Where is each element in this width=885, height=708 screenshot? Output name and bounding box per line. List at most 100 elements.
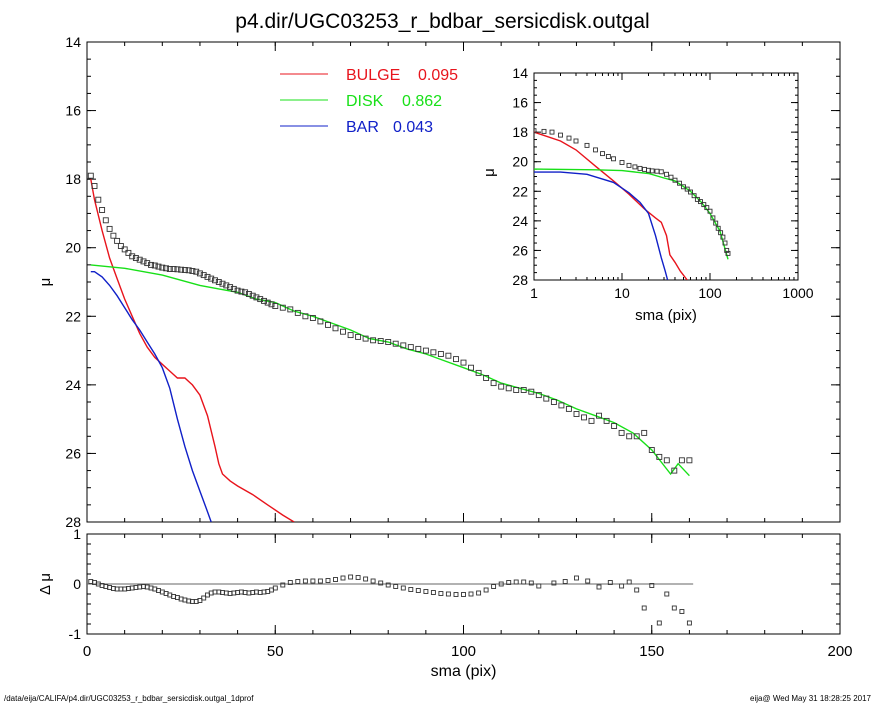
data-point xyxy=(253,294,260,301)
data-point xyxy=(460,359,467,366)
data-point xyxy=(415,588,421,593)
data-point xyxy=(295,579,301,584)
x-tick-label: 1 xyxy=(530,285,538,301)
data-point xyxy=(634,587,640,593)
data-point xyxy=(724,247,730,253)
data-point xyxy=(536,583,542,589)
data-point xyxy=(215,279,222,285)
data-point xyxy=(268,301,275,308)
series-bar-line xyxy=(534,171,669,280)
data-point xyxy=(461,592,466,597)
data-point xyxy=(605,154,611,159)
legend-value-bulge: 0.095 xyxy=(418,67,458,84)
series-disk-line xyxy=(90,264,690,477)
data-point xyxy=(257,296,264,303)
data-point xyxy=(573,411,580,417)
y-tick-label: 20 xyxy=(65,240,81,256)
y-tick-label: 26 xyxy=(65,445,81,461)
legend-value-bar: 0.043 xyxy=(393,119,433,136)
data-point xyxy=(392,340,399,347)
data-point xyxy=(603,417,610,424)
data-point xyxy=(279,304,286,311)
data-point xyxy=(445,591,451,597)
data-point xyxy=(618,429,625,436)
data-point xyxy=(671,467,678,474)
data-point xyxy=(584,142,590,148)
data-point xyxy=(611,423,618,429)
data-point xyxy=(287,306,294,313)
data-point xyxy=(498,383,505,390)
data-point xyxy=(430,349,437,356)
data-point xyxy=(633,433,640,440)
footer-timestamp: eija@ Wed May 31 18:28:25 2017 xyxy=(750,694,871,703)
y-tick-label: 16 xyxy=(65,103,81,119)
data-point xyxy=(91,183,98,189)
data-point xyxy=(400,342,407,349)
data-point xyxy=(641,605,647,611)
data-point xyxy=(310,578,316,584)
data-point xyxy=(230,285,237,292)
data-point xyxy=(378,580,384,586)
data-point xyxy=(445,352,452,359)
data-point xyxy=(686,620,692,626)
data-point xyxy=(129,253,136,260)
data-point xyxy=(626,433,633,440)
data-point xyxy=(658,169,664,175)
data-point xyxy=(701,202,707,208)
data-point xyxy=(619,160,625,165)
data-point xyxy=(550,399,557,405)
data-point xyxy=(713,220,719,226)
y-tick-label: 22 xyxy=(65,308,81,324)
data-point xyxy=(491,584,497,589)
series-bar-line xyxy=(90,271,212,522)
y-tick-label: 1 xyxy=(73,526,81,542)
legend-label-disk: DISK xyxy=(346,93,384,110)
data-point xyxy=(208,275,215,282)
data-point xyxy=(565,405,572,412)
data-point xyxy=(664,171,669,177)
data-point xyxy=(513,387,520,393)
data-point xyxy=(114,237,121,244)
y-tick-label: 26 xyxy=(512,242,528,258)
data-point xyxy=(422,347,429,354)
data-point xyxy=(453,356,459,363)
data-point xyxy=(370,578,376,584)
data-point xyxy=(317,318,324,325)
data-point xyxy=(415,345,422,352)
y-axis-label: Δ μ xyxy=(37,573,54,595)
data-point xyxy=(520,387,527,393)
x-tick-label: 100 xyxy=(698,285,722,301)
data-point xyxy=(140,258,147,265)
data-point xyxy=(541,128,547,134)
data-point xyxy=(185,267,192,274)
data-point xyxy=(227,284,234,291)
y-tick-label: 16 xyxy=(512,95,528,111)
data-point xyxy=(193,268,200,275)
data-point xyxy=(136,256,143,263)
data-point xyxy=(370,337,377,344)
data-point xyxy=(121,246,128,253)
y-tick-label: -1 xyxy=(69,626,82,642)
data-point xyxy=(475,369,482,376)
footer-path: /data/eija/CALIFA/p4.dir/UGC03253_r_bdba… xyxy=(4,694,254,703)
data-point xyxy=(505,385,512,392)
data-point xyxy=(722,240,728,246)
data-point xyxy=(407,344,414,351)
data-point xyxy=(641,429,648,436)
data-point xyxy=(707,208,713,214)
data-point xyxy=(163,265,170,272)
legend-label-bulge: BULGE xyxy=(346,67,400,84)
data-point xyxy=(309,315,316,321)
data-point xyxy=(649,583,655,588)
y-tick-label: 22 xyxy=(512,183,528,199)
data-point xyxy=(363,576,369,582)
data-point xyxy=(302,313,309,320)
y-tick-label: 14 xyxy=(65,34,81,50)
data-point xyxy=(181,267,188,273)
data-point xyxy=(574,575,579,581)
data-point xyxy=(663,457,670,464)
data-point xyxy=(348,574,354,580)
series-bulge-line xyxy=(90,178,295,522)
data-point xyxy=(596,584,602,590)
data-point xyxy=(287,580,293,585)
